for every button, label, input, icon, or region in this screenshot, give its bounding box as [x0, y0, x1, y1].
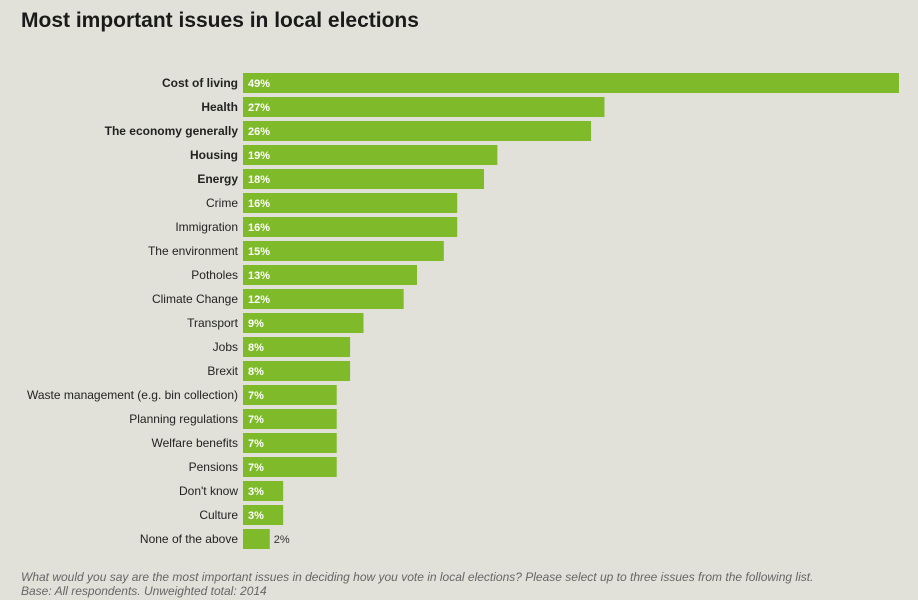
- bar-housing: [243, 145, 498, 165]
- chart-footnote: What would you say are the most importan…: [21, 570, 813, 598]
- category-label-climate-change: Climate Change: [152, 292, 238, 306]
- category-label-immigration: Immigration: [175, 220, 238, 234]
- category-label-the-environment: The environment: [148, 244, 239, 258]
- category-label-jobs: Jobs: [213, 340, 238, 354]
- category-label-culture: Culture: [199, 508, 238, 522]
- bar-waste-management-e-g-bin-collection: [243, 385, 337, 405]
- category-label-welfare-benefits: Welfare benefits: [152, 436, 239, 450]
- category-label-health: Health: [201, 100, 238, 114]
- bar-jobs: [243, 337, 351, 357]
- value-label-cost-of-living: 49%: [248, 78, 270, 90]
- value-label-don-t-know: 3%: [248, 486, 264, 498]
- value-label-brexit: 8%: [248, 366, 264, 378]
- value-label-immigration: 16%: [248, 222, 270, 234]
- bar-immigration: [243, 217, 458, 237]
- value-label-jobs: 8%: [248, 342, 264, 354]
- bar-brexit: [243, 361, 351, 381]
- category-label-don-t-know: Don't know: [179, 484, 238, 498]
- bar-climate-change: [243, 289, 404, 309]
- bar-transport: [243, 313, 364, 333]
- bar-don-t-know: [243, 481, 284, 501]
- category-label-energy: Energy: [197, 172, 238, 186]
- value-label-planning-regulations: 7%: [248, 414, 264, 426]
- bar-potholes: [243, 265, 418, 285]
- value-label-waste-management-e-g-bin-collection: 7%: [248, 390, 264, 402]
- bar-planning-regulations: [243, 409, 337, 429]
- bar-welfare-benefits: [243, 433, 337, 453]
- bar-chart: Cost of living 49% Health 27% The economy ge…: [27, 73, 899, 549]
- category-label-potholes: Potholes: [191, 268, 238, 282]
- category-label-cost-of-living: Cost of living: [162, 76, 238, 90]
- bar-culture: [243, 505, 284, 525]
- value-label-the-economy-generally: 26%: [248, 126, 270, 138]
- category-label-crime: Crime: [206, 196, 238, 210]
- category-label-none-of-the-above: None of the above: [140, 532, 238, 546]
- category-label-pensions: Pensions: [189, 460, 238, 474]
- value-label-climate-change: 12%: [248, 294, 270, 306]
- category-label-the-economy-generally: The economy generally: [105, 124, 239, 138]
- value-label-none-of-the-above: 2%: [274, 534, 290, 546]
- value-label-health: 27%: [248, 102, 270, 114]
- footnote-base: Base: All respondents. Unweighted total:…: [21, 584, 267, 598]
- category-label-brexit: Brexit: [207, 364, 238, 378]
- footnote-question: What would you say are the most importan…: [21, 570, 814, 584]
- category-label-waste-management-e-g-bin-collection: Waste management (e.g. bin collection): [27, 388, 238, 402]
- value-label-transport: 9%: [248, 318, 264, 330]
- value-label-culture: 3%: [248, 510, 264, 522]
- bar-the-economy-generally: [243, 121, 592, 141]
- bar-none-of-the-above: [243, 529, 270, 549]
- bar-cost-of-living: [243, 73, 899, 93]
- bar-energy: [243, 169, 484, 189]
- value-label-energy: 18%: [248, 174, 270, 186]
- category-label-transport: Transport: [187, 316, 239, 330]
- bar-health: [243, 97, 605, 117]
- value-label-welfare-benefits: 7%: [248, 438, 264, 450]
- value-label-pensions: 7%: [248, 462, 264, 474]
- category-label-planning-regulations: Planning regulations: [129, 412, 238, 426]
- value-label-housing: 19%: [248, 150, 270, 162]
- value-label-potholes: 13%: [248, 270, 270, 282]
- bar-pensions: [243, 457, 337, 477]
- category-label-housing: Housing: [190, 148, 238, 162]
- chart-title: Most important issues in local elections: [21, 9, 419, 32]
- value-label-crime: 16%: [248, 198, 270, 210]
- bar-crime: [243, 193, 458, 213]
- bar-the-environment: [243, 241, 444, 261]
- value-label-the-environment: 15%: [248, 246, 270, 258]
